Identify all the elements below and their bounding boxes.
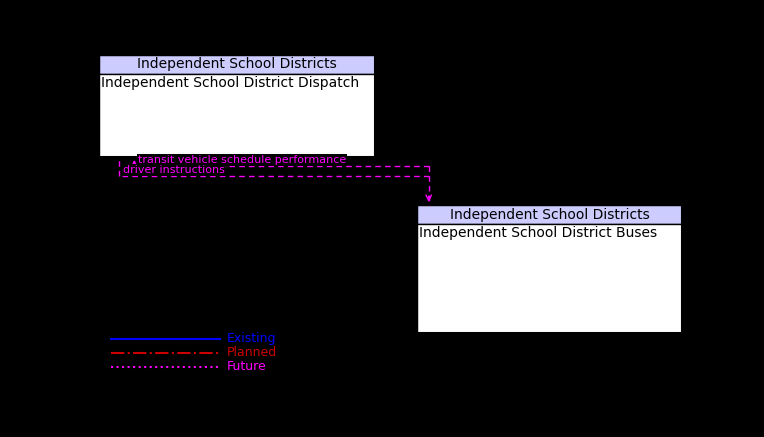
Text: Planned: Planned [227, 346, 277, 359]
Text: driver instructions: driver instructions [123, 165, 225, 175]
Bar [417, 224, 682, 333]
Text: Independent School District Buses: Independent School District Buses [419, 226, 657, 240]
Text: Independent School Districts: Independent School Districts [450, 208, 649, 222]
Bar [99, 74, 374, 157]
Text: transit vehicle schedule performance: transit vehicle schedule performance [138, 155, 346, 165]
Text: Future: Future [227, 360, 267, 373]
Bar [417, 205, 682, 333]
Text: Existing: Existing [227, 333, 277, 345]
Text: Independent School District Dispatch: Independent School District Dispatch [101, 76, 359, 90]
Bar [99, 55, 374, 157]
Bar [417, 205, 682, 224]
Text: Independent School Districts: Independent School Districts [137, 57, 337, 71]
Bar [99, 55, 374, 74]
